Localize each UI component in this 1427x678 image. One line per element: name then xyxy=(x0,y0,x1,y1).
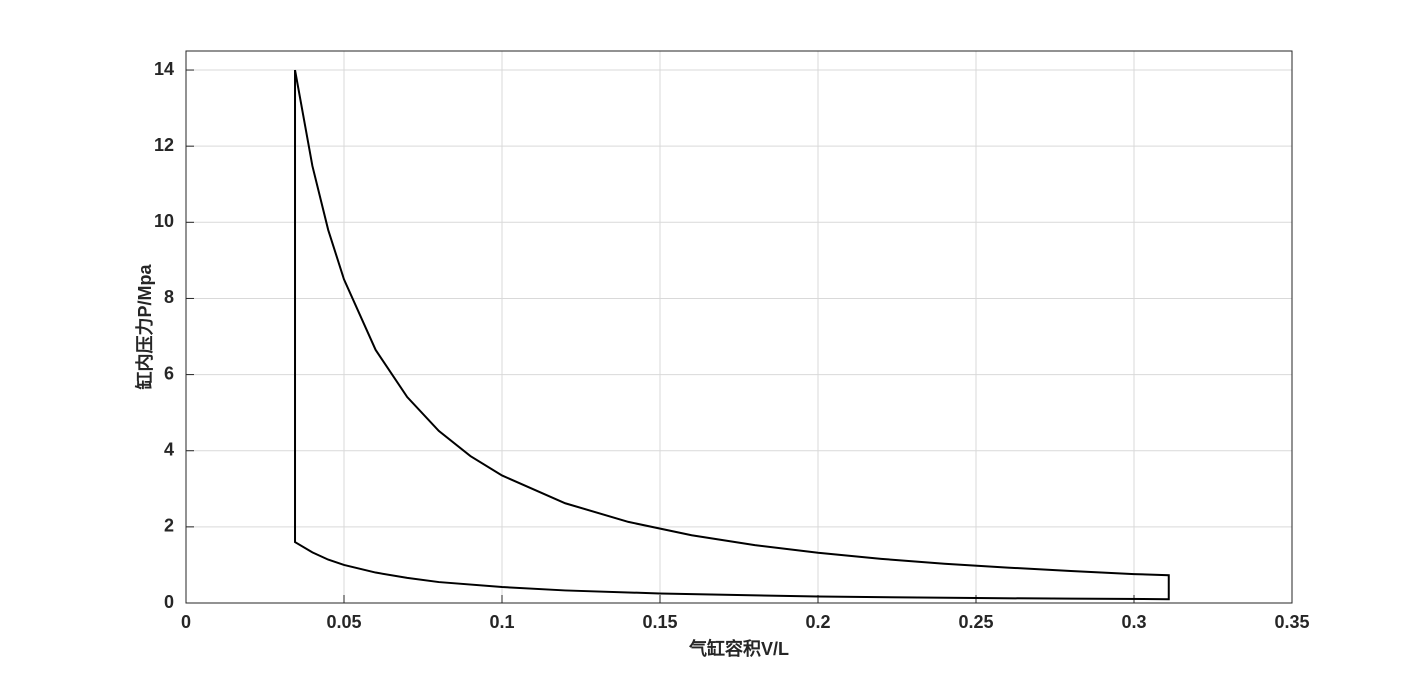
x-tick-label: 0.1 xyxy=(489,612,514,632)
plot-frame xyxy=(185,50,1293,604)
y-tick-label: 2 xyxy=(164,516,174,536)
y-tick-label: 4 xyxy=(164,439,174,459)
y-axis-label: 缸内压力P/Mpa xyxy=(134,264,155,390)
y-tick-label: 14 xyxy=(154,59,174,79)
y-tick-label: 8 xyxy=(164,287,174,307)
y-tick-label: 12 xyxy=(154,135,174,155)
x-tick-label: 0 xyxy=(181,612,191,632)
x-tick-label: 0.05 xyxy=(326,612,361,632)
x-tick-label: 0.3 xyxy=(1121,612,1146,632)
y-tick-label: 0 xyxy=(164,592,174,612)
data-line xyxy=(294,69,1170,601)
x-tick-label: 0.15 xyxy=(642,612,677,632)
x-tick-label: 0.25 xyxy=(958,612,993,632)
x-tick-label: 0.35 xyxy=(1274,612,1309,632)
x-axis-label: 气缸容积V/L xyxy=(688,638,789,659)
y-tick-label: 10 xyxy=(154,211,174,231)
x-tick-label: 0.2 xyxy=(805,612,830,632)
y-tick-label: 6 xyxy=(164,363,174,383)
